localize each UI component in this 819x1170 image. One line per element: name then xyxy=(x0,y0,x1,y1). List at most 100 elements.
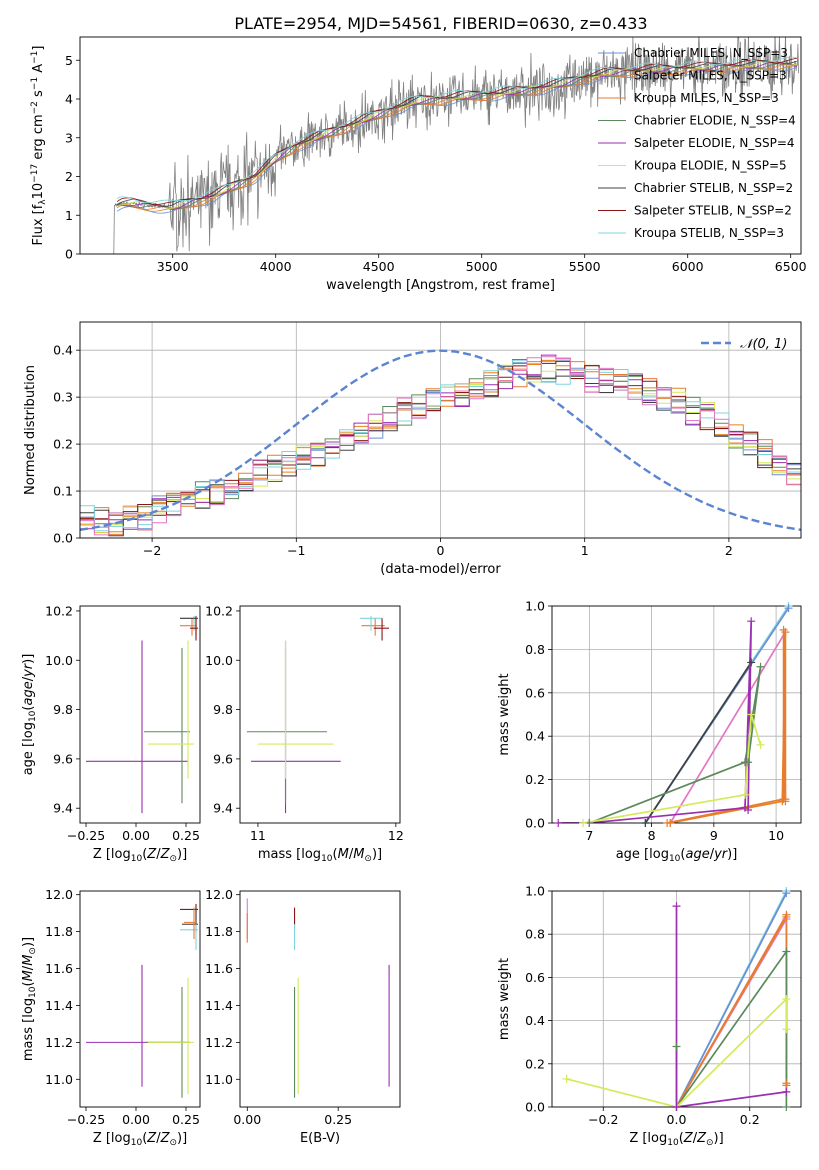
histogram-pink xyxy=(80,356,801,536)
y-axis-label: age [log10(age/yr)] xyxy=(21,654,38,776)
model-line-salpeter_stelib xyxy=(116,57,797,205)
y-tick-label: 11.2 xyxy=(45,1035,73,1050)
weight-marker-salpeter_elodie xyxy=(672,1103,681,1111)
x-tick-label: 0.25 xyxy=(324,1112,352,1127)
weight-marker-salpeter_elodie xyxy=(747,617,756,626)
legend-label-salpeter_elodie: Salpeter ELODIE, N_SSP=4 xyxy=(634,136,795,150)
x-tick-label: 0.25 xyxy=(172,828,200,843)
y-tick-label: 11.0 xyxy=(45,1072,73,1087)
y-axis-label: Normed distribution xyxy=(23,365,38,495)
weight-marker-chabrier_elodie xyxy=(782,947,791,956)
weight-marker-chabrier_elodie xyxy=(744,758,753,767)
y-tick-label: 0.6 xyxy=(525,685,545,700)
weight-marker-kroupa_elodie xyxy=(740,790,749,799)
y-tick-label: 5 xyxy=(65,53,73,68)
y-tick-label: 10.2 xyxy=(205,603,233,618)
y-tick-label: 12.0 xyxy=(45,887,73,902)
x-axis-label: wavelength [Angstrom, rest frame] xyxy=(326,278,555,293)
weight-marker-chabrier_elodie xyxy=(756,662,765,671)
x-tick-label: 7 xyxy=(585,828,593,843)
x-axis-label: E(B-V) xyxy=(300,1131,340,1146)
x-tick-label: −0.25 xyxy=(67,828,105,843)
y-tick-label: 4 xyxy=(65,92,73,107)
x-tick-label: 0.00 xyxy=(233,1112,261,1127)
x-axis-label: Z [log10(Z/Z⊙)] xyxy=(629,1131,723,1148)
plot-area xyxy=(246,898,390,1098)
x-tick-label: 5500 xyxy=(569,259,601,274)
plot-area xyxy=(111,37,799,254)
x-tick-label: −0.25 xyxy=(67,1112,105,1127)
y-tick-label: 10.0 xyxy=(45,653,73,668)
x-tick-label: 11 xyxy=(250,828,266,843)
weight-line-kroupa_elodie xyxy=(582,714,762,823)
y-tick-label: 11.6 xyxy=(205,961,233,976)
y-tick-label: 11.6 xyxy=(45,961,73,976)
y-tick-label: 2 xyxy=(65,169,73,184)
axes-frame xyxy=(79,605,201,824)
weight-line-chabrier_miles xyxy=(675,892,788,1107)
axes-frame xyxy=(239,890,401,1108)
y-tick-label: 1.0 xyxy=(525,884,545,899)
plot-area xyxy=(552,606,801,823)
chart-residuals: −2 −1 0 1 2 0.0 0.1 0.2 0.3 0.4 𝒩(0, 1) (data-model… xyxy=(23,321,802,577)
y-tick-label: 3 xyxy=(65,130,73,145)
chart-mass_vs_z: −0.25 0.00 0.25 11.0 11.2 11.4 11.6 11.8 12.0 Z [… xyxy=(21,887,201,1148)
y-tick-label: 11.2 xyxy=(205,1035,233,1050)
y-tick-label: 9.8 xyxy=(213,702,233,717)
y-tick-label: 0.1 xyxy=(53,484,73,499)
weight-marker-salpeter_elodie xyxy=(744,805,753,814)
weight-marker-kroupa_miles xyxy=(782,910,791,919)
y-tick-label: 0 xyxy=(65,247,73,262)
y-tick-label: 1.0 xyxy=(525,599,545,614)
y-tick-label: 9.8 xyxy=(53,702,73,717)
x-tick-label: 10 xyxy=(768,828,784,843)
chart-weight_vs_age: 7 8 9 10 0.0 0.2 0.4 0.6 0.8 1.0 age [log10(age/yr… xyxy=(497,599,802,864)
y-tick-label: 11.0 xyxy=(205,1072,233,1087)
x-axis-label: age [log10(age/yr)] xyxy=(616,847,738,864)
y-tick-label: 10.0 xyxy=(205,653,233,668)
legend-label-salpeter_miles: Salpeter MILES, N_SSP=3 xyxy=(634,69,787,83)
x-tick-label: 4500 xyxy=(363,259,395,274)
y-tick-label: 11.8 xyxy=(45,924,73,939)
weight-marker-kroupa_miles xyxy=(779,625,788,634)
x-tick-label: 0.25 xyxy=(172,1112,200,1127)
weight-marker-kroupa_elodie xyxy=(747,710,756,719)
x-axis-label: Z [log10(Z/Z⊙)] xyxy=(93,847,187,864)
weight-marker-kroupa_elodie xyxy=(782,995,791,1003)
y-tick-label: 9.4 xyxy=(213,801,233,816)
axes-frame xyxy=(551,605,802,824)
x-tick-label: −1 xyxy=(287,543,305,558)
legend-label-salpeter_stelib: Salpeter STELIB, N_SSP=2 xyxy=(634,204,792,218)
y-axis-label: mass weight xyxy=(497,958,512,1040)
x-tick-label: 1 xyxy=(581,543,589,558)
legend-label-kroupa_elodie: Kroupa ELODIE, N_SSP=5 xyxy=(634,159,787,173)
chart-age_vs_mass: 11 12 9.4 9.6 9.8 10.0 10.2 mass [log10(M/M⊙)] xyxy=(205,603,404,864)
x-tick-label: 6000 xyxy=(672,259,704,274)
model-line-kroupa_stelib xyxy=(116,56,797,204)
x-tick-label: 0.00 xyxy=(122,828,150,843)
y-tick-label: 0.0 xyxy=(525,816,545,831)
chart-age_vs_z: −0.25 0.00 0.25 9.4 9.6 9.8 10.0 10.2 Z [log10(Z… xyxy=(21,603,201,864)
y-tick-label: 9.6 xyxy=(53,751,73,766)
y-tick-label: 1 xyxy=(65,208,73,223)
axes-frame xyxy=(79,321,802,539)
x-tick-label: 12 xyxy=(388,828,404,843)
x-tick-label: 0.0 xyxy=(667,1112,687,1127)
legend-label-chabrier_stelib: Chabrier STELIB, N_SSP=2 xyxy=(634,181,793,195)
y-tick-label: 0.3 xyxy=(53,390,73,405)
y-tick-label: 0.0 xyxy=(525,1100,545,1115)
x-tick-label: −2 xyxy=(143,543,161,558)
y-tick-label: 0.2 xyxy=(53,437,73,452)
y-tick-label: 11.8 xyxy=(205,924,233,939)
legend-label-chabrier_miles: Chabrier MILES, N_SSP=3 xyxy=(634,46,788,60)
x-tick-label: 2 xyxy=(725,543,733,558)
y-axis-label: mass weight xyxy=(497,673,512,755)
legend-label-kroupa_stelib: Kroupa STELIB, N_SSP=3 xyxy=(634,226,784,240)
chart-spectrum: 3500 4000 4500 5000 5500 6000 6500 0 1 2 3 4 5 Chabri… xyxy=(30,36,807,293)
y-tick-label: 0.0 xyxy=(53,531,73,546)
legend-label-kroupa_miles: Kroupa MILES, N_SSP=3 xyxy=(634,91,779,105)
x-tick-label: 6500 xyxy=(775,259,807,274)
weight-marker-kroupa_elodie xyxy=(579,819,588,827)
